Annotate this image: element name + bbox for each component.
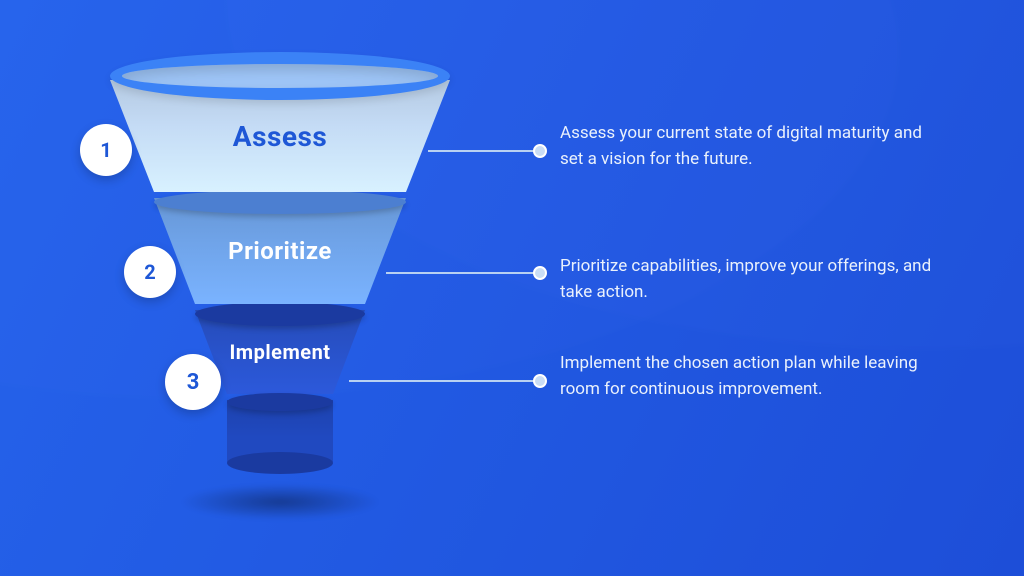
connector-dot-1 (533, 144, 547, 158)
connector-dot-2 (533, 266, 547, 280)
funnel-label-2: Prioritize (228, 237, 332, 265)
connector-3 (349, 380, 540, 382)
connector-2 (386, 272, 541, 274)
step-badge-1: 1 (80, 124, 132, 176)
connector-1 (428, 150, 540, 152)
funnel-lip-2 (154, 190, 406, 214)
step-description-1: Assess your current state of digital mat… (560, 120, 940, 173)
step-number-2: 2 (144, 260, 155, 284)
infographic-stage: Implement Prioritize Assess 1 2 3 Assess… (0, 0, 1024, 576)
funnel-lip-3 (195, 302, 365, 326)
funnel-shadow (180, 484, 380, 520)
step-description-3: Implement the chosen action plan while l… (560, 350, 940, 403)
step-number-3: 3 (187, 370, 200, 395)
funnel-label-1: Assess (233, 120, 327, 153)
step-number-1: 1 (100, 138, 111, 162)
funnel-label-3: Implement (229, 340, 330, 364)
step-badge-2: 2 (124, 246, 176, 298)
step-badge-3: 3 (165, 354, 221, 410)
connector-dot-3 (533, 374, 547, 388)
funnel-rim (110, 52, 450, 100)
step-description-2: Prioritize capabilities, improve your of… (560, 253, 940, 306)
funnel-stem-bottom (227, 452, 333, 474)
